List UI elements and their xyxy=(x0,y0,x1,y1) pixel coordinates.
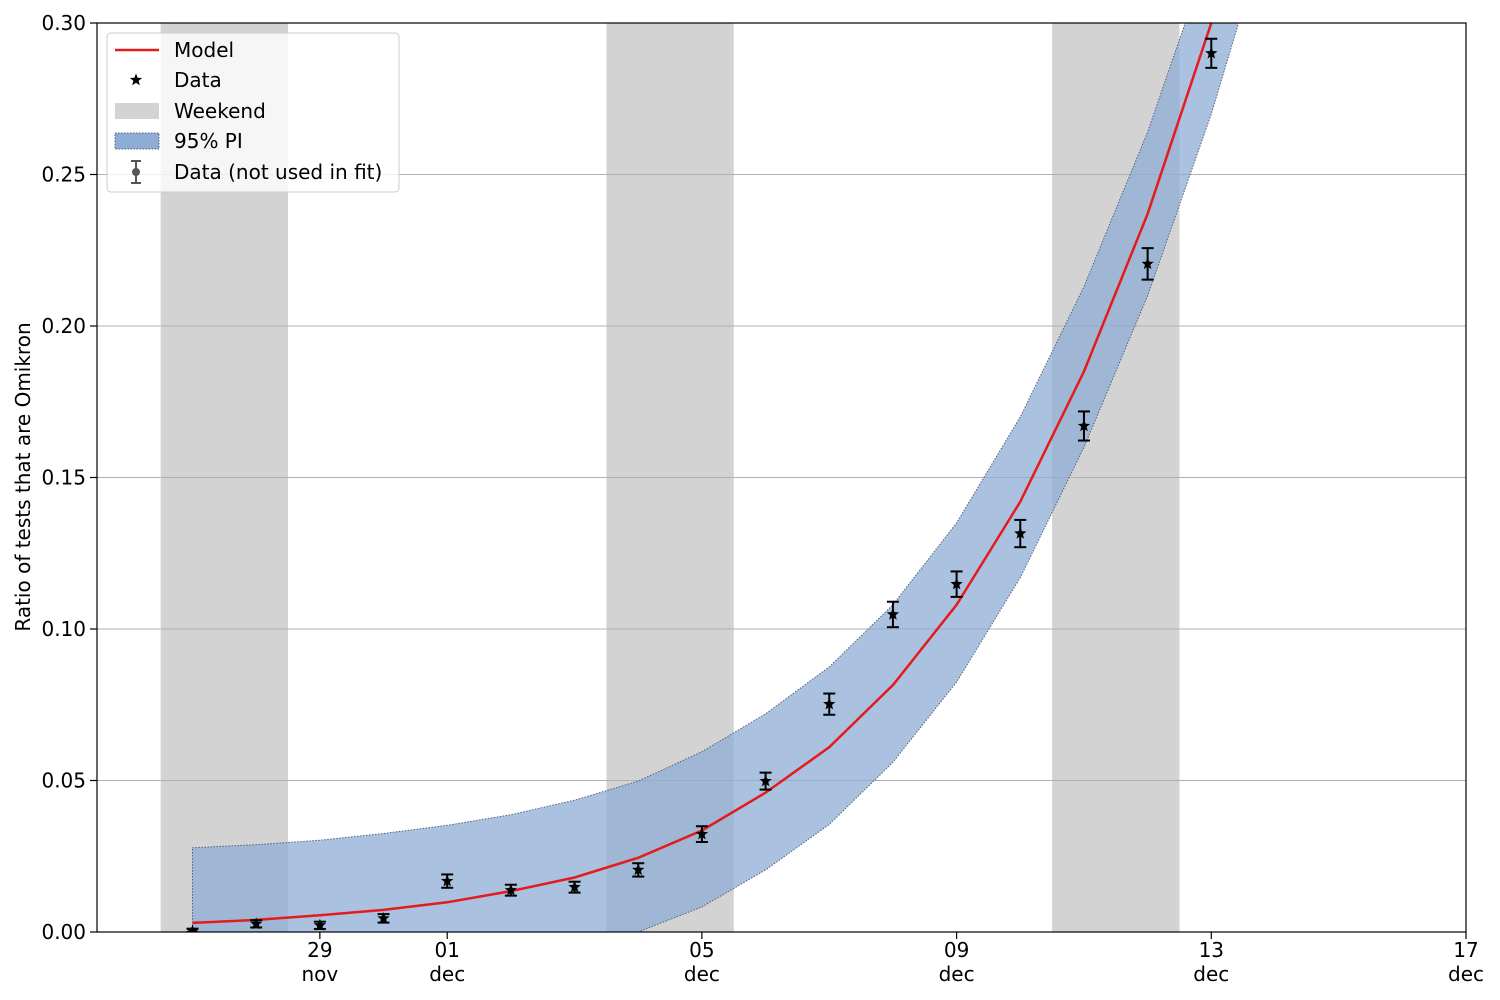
x-tick-day-label: 29 xyxy=(307,938,332,962)
y-tick-label: 0.00 xyxy=(41,920,86,944)
x-tick-day-label: 09 xyxy=(944,938,969,962)
x-tick-month-label: nov xyxy=(301,962,338,986)
data-point-star xyxy=(377,911,390,924)
legend-data-star xyxy=(129,73,143,86)
data-point-star xyxy=(1077,419,1091,432)
data-point-star xyxy=(823,697,836,710)
x-tick-day-label: 13 xyxy=(1199,938,1224,962)
data-point-star xyxy=(186,924,199,932)
y-axis-ticks: 0.00 0.05 0.10 0.15 0.20 0.25 0.30 xyxy=(41,11,97,944)
model-line xyxy=(192,23,1213,925)
x-tick-day-label: 17 xyxy=(1453,938,1478,962)
x-tick-month-label: dec xyxy=(1193,962,1229,986)
x-tick-month-label: dec xyxy=(1448,962,1484,986)
data-point-star xyxy=(1014,527,1027,539)
prediction-interval-band xyxy=(192,23,1240,932)
y-tick-label: 0.30 xyxy=(41,11,86,35)
legend-label: Model xyxy=(174,38,234,62)
data-point-star xyxy=(950,577,963,590)
data-point-star xyxy=(313,918,326,931)
x-tick-day-label: 01 xyxy=(434,938,459,962)
y-tick-label: 0.20 xyxy=(41,314,86,338)
legend-weekend-swatch xyxy=(115,103,159,119)
data-point-star xyxy=(250,917,263,930)
legend-box xyxy=(106,32,400,193)
data-point-star xyxy=(504,883,518,896)
model-curve xyxy=(192,23,1213,925)
x-tick-month-label: dec xyxy=(684,962,720,986)
legend-pi-swatch xyxy=(114,132,160,150)
data-point-star xyxy=(1141,257,1154,270)
legend: Model Data Weekend 95% PI Data (not used in … xyxy=(106,32,400,193)
legend-label: Data xyxy=(174,68,222,92)
x-tick-day-label: 05 xyxy=(689,938,714,962)
legend-label: Weekend xyxy=(174,99,266,123)
legend-label: 95% PI xyxy=(174,129,243,153)
y-tick-label: 0.25 xyxy=(41,163,86,187)
data-point-star xyxy=(632,863,645,876)
data-point-star xyxy=(759,774,772,787)
legend-errorbar-dot xyxy=(132,168,140,176)
y-tick-label: 0.05 xyxy=(41,769,86,793)
legend-label: Data (not used in fit) xyxy=(174,160,382,184)
x-tick-month-label: dec xyxy=(429,962,465,986)
y-axis-label: Ratio of tests that are Omikron xyxy=(11,322,35,631)
data-point-star xyxy=(441,874,454,887)
y-tick-label: 0.15 xyxy=(41,466,86,490)
data-point-star xyxy=(568,880,581,893)
y-tick-label: 0.10 xyxy=(41,617,86,641)
data-point-star xyxy=(886,608,900,620)
data-point-star xyxy=(1205,46,1218,59)
data-points xyxy=(186,46,1218,932)
data-point-star xyxy=(695,827,709,840)
pi-band-area xyxy=(192,23,1240,932)
x-tick-month-label: dec xyxy=(939,962,975,986)
